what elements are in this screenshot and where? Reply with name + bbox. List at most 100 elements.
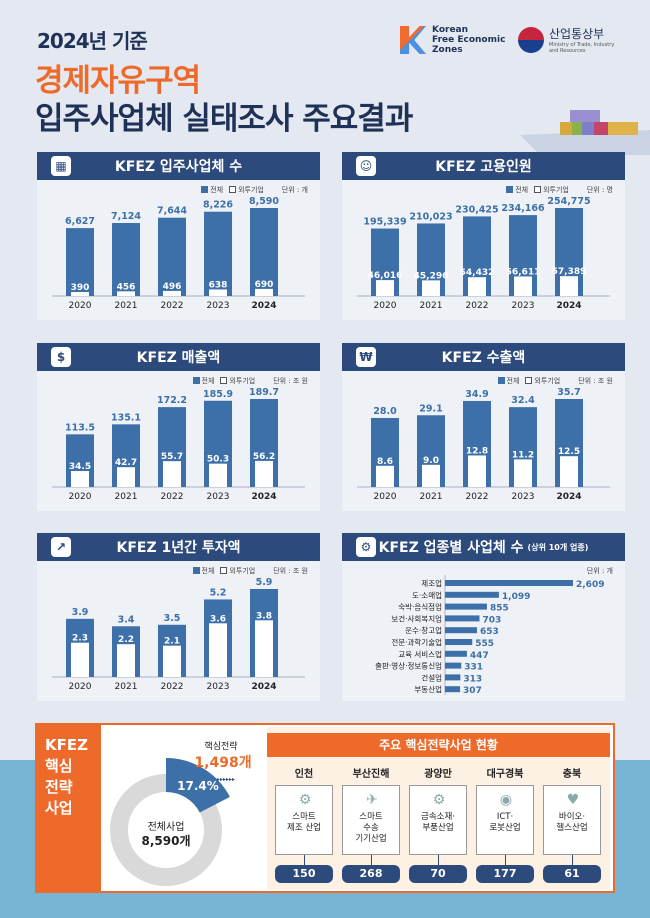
chart-title: KFEZ 1년간 투자액 xyxy=(116,540,241,556)
x-tick-label: 2023 xyxy=(207,492,230,502)
title-line: 사업 xyxy=(45,799,73,817)
region-card: 대구경북 ◉ ICT· 로봇산업 177 xyxy=(476,765,534,883)
category-label: 보건·사회복지업 xyxy=(391,613,442,623)
chart-legend: 전체 외투기업 단위 : 조 원 xyxy=(192,566,308,576)
ministry-sub: and Resources xyxy=(549,48,586,54)
label-foreign: 690 xyxy=(255,280,274,290)
x-tick-label: 2020 xyxy=(374,492,397,502)
label-total: 34.9 xyxy=(465,389,488,400)
connector xyxy=(303,855,305,865)
label-total: 135.1 xyxy=(111,412,141,423)
chart-panel: ↗ KFEZ 1년간 투자액 전체 외투기업 단위 : 조 원 3.9 2.3 2020 3.4… xyxy=(37,533,320,701)
bar-foreign xyxy=(71,292,89,296)
label-foreign: 12.8 xyxy=(466,446,488,456)
unit-label: 단위 : 개 xyxy=(281,186,308,194)
field-line: 금속소재· xyxy=(421,812,455,822)
title-line: KFEZ xyxy=(45,736,88,754)
core-strategy-section: KFEZ 핵심 전략 사업 17.4% 전체사업 8,590개 핵심전략 1,498개 ▸▸▸▸… xyxy=(35,723,615,893)
bar-foreign xyxy=(209,623,227,677)
x-tick-label: 2020 xyxy=(374,301,397,311)
label-total: 195,339 xyxy=(363,217,406,228)
bar xyxy=(445,591,499,598)
bar-foreign xyxy=(376,280,394,296)
legend-label: 외투기업 xyxy=(238,186,264,194)
bar-foreign xyxy=(514,459,532,487)
bar-foreign xyxy=(209,463,227,487)
core-value: 1,498개 xyxy=(194,755,251,771)
bar-foreign xyxy=(117,291,135,296)
value-label: 331 xyxy=(464,663,483,673)
label-total: 185.9 xyxy=(203,389,233,400)
heartbeat-icon: ♥ xyxy=(566,792,580,808)
unit-label: 단위 : 조 원 xyxy=(578,377,613,385)
legend-label: 외투기업 xyxy=(534,377,561,385)
x-tick-label: 2023 xyxy=(207,682,230,692)
bar-foreign xyxy=(209,289,227,296)
kfez-logo: Korean Free Economic Zones xyxy=(400,25,505,55)
legend-foreign: 외투기업 xyxy=(525,376,560,386)
building-icon: ▦ xyxy=(51,156,71,176)
legend-label: 외투기업 xyxy=(229,567,256,575)
chart-plot: 113.5 34.5 2020 135.1 42.7 2021 172.2 55.7 2022 1… xyxy=(52,387,305,502)
bar-foreign xyxy=(163,290,181,296)
category-label: 운수·창고업 xyxy=(405,626,442,635)
bar-foreign xyxy=(376,465,394,487)
region-count: 177 xyxy=(476,865,534,883)
label-total: 254,775 xyxy=(547,196,590,207)
legend-total: 전체 xyxy=(506,185,528,195)
legend-label: 전체 xyxy=(515,186,529,194)
category-label: 도·소매업 xyxy=(412,591,442,600)
label-total: 189.7 xyxy=(249,387,279,398)
unit-label: 단위 : 조 원 xyxy=(273,377,308,385)
field-line: ICT· xyxy=(496,812,514,822)
x-tick-label: 2024 xyxy=(251,301,276,311)
label-foreign: 456 xyxy=(117,282,136,292)
chart-panel: ☺ KFEZ 고용인원 전체 외투기업 단위 : 명 195,339 46,016 2020 2… xyxy=(342,152,625,320)
value-label: 855 xyxy=(490,604,509,614)
chart-plot: 28.0 8.6 2020 29.1 9.0 2021 34.9 12.8 2022 32.4 11… xyxy=(357,387,610,502)
logo-text: Zones xyxy=(432,45,463,55)
label-total: 28.0 xyxy=(373,406,397,417)
unit-label: 단위 : 명 xyxy=(586,186,613,194)
field-line: 스마트 xyxy=(292,812,316,822)
x-tick-label: 2021 xyxy=(115,492,138,502)
label-total: 230,425 xyxy=(455,204,498,215)
legend-swatch-icon xyxy=(506,186,514,193)
chart-title-bar: ₩ KFEZ 수출액 xyxy=(342,343,625,371)
chart-legend: 전체 외투기업 단위 : 명 xyxy=(506,185,613,195)
x-tick-label: 2020 xyxy=(69,492,92,502)
label-foreign: 50.3 xyxy=(207,455,229,465)
field-line: 바이오· xyxy=(558,812,586,822)
region-card: 광양만 ⚙ 금속소재· 부품산업 70 xyxy=(409,765,467,883)
label-foreign: 11.2 xyxy=(512,450,534,460)
kfez-k-mark-icon xyxy=(400,26,426,54)
chart-title-note: (상위 10개 업종) xyxy=(527,542,589,552)
bar-total xyxy=(204,211,232,296)
value-label: 653 xyxy=(480,627,499,637)
connector xyxy=(437,855,439,865)
x-tick-label: 2020 xyxy=(69,301,92,311)
taegeuk-icon xyxy=(518,26,544,53)
label-foreign: 34.5 xyxy=(69,462,91,472)
export-icon: ₩ xyxy=(356,347,376,367)
region-name: 대구경북 xyxy=(486,769,524,780)
arrow-dots-icon: ▸▸▸▸▸▸ xyxy=(217,776,235,783)
core-share-label: 17.4% xyxy=(177,779,219,793)
x-tick-label: 2021 xyxy=(420,492,443,502)
money-icon: $ xyxy=(51,347,71,367)
connector xyxy=(370,855,372,865)
x-tick-label: 2024 xyxy=(251,682,276,692)
label-total: 5.9 xyxy=(256,577,273,588)
field-line: 헬스산업 xyxy=(556,823,588,833)
title-line: 전략 xyxy=(45,778,73,796)
value-label: 447 xyxy=(470,651,489,661)
label-total: 3.9 xyxy=(72,607,89,618)
value-label: 703 xyxy=(482,615,501,625)
x-tick-label: 2020 xyxy=(69,682,92,692)
region-card: 충북 ♥ 바이오· 헬스산업 61 xyxy=(543,765,601,883)
label-total: 172.2 xyxy=(157,395,187,406)
category-label: 숙박·음식점업 xyxy=(398,602,442,612)
robot-arm-icon: ⚙ xyxy=(298,792,312,808)
ministry-name: 산업통상부 xyxy=(549,27,605,41)
core-projects-box: 주요 핵심전략사업 현황 인천 ⚙ 스마트 제조 산업 150 부산진해 ✈ 스마트 수송 기기산… xyxy=(267,727,610,889)
